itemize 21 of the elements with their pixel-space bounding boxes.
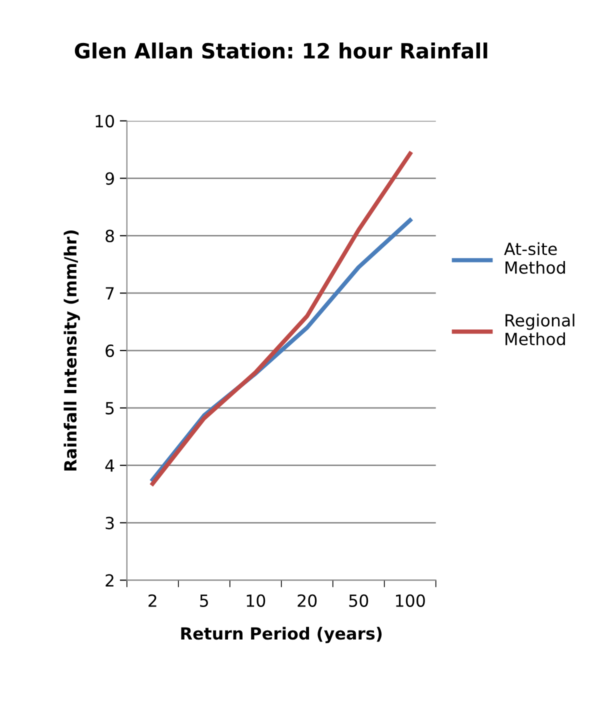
- y-axis-title: Rainfall Intensity (mm/hr): [64, 230, 80, 470]
- x-tick-label: 10: [246, 594, 266, 607]
- y-tick-label: 10: [96, 114, 114, 128]
- x-axis-title: Return Period (years): [181, 626, 382, 644]
- x-tick-label: 100: [396, 594, 425, 607]
- x-tick-label: 20: [298, 594, 317, 607]
- y-tick-label: 7: [106, 287, 114, 300]
- chart-title: Glen Allan Station: 12 hour Rainfall: [74, 42, 488, 59]
- legend-label: Regional Method: [506, 314, 574, 346]
- y-tick-label: 3: [106, 516, 114, 530]
- y-tick-label: 9: [106, 172, 114, 185]
- legend-label: At-site Method: [504, 242, 565, 274]
- x-tick-label: 50: [349, 594, 368, 607]
- y-tick-label: 5: [106, 402, 114, 415]
- x-tick-label: 5: [200, 594, 208, 607]
- y-tick-label: 2: [106, 574, 114, 587]
- y-tick-label: 4: [105, 460, 114, 472]
- y-tick-label: 8: [106, 230, 114, 242]
- line-series: [150, 152, 412, 486]
- y-tick-label: 6: [106, 344, 114, 358]
- x-tick-label: 2: [148, 594, 156, 607]
